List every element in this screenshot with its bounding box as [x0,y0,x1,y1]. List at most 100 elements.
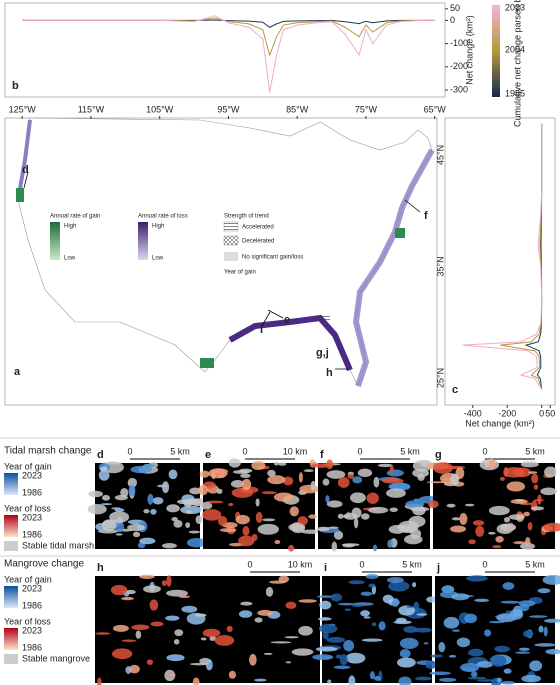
texture [335,654,342,659]
texture [488,505,510,516]
texture [322,656,332,659]
texture [97,677,102,685]
texture [129,664,140,674]
atlantic-loss [352,148,435,387]
texture [219,528,237,533]
texture [492,545,502,549]
texture [428,500,439,509]
texture [459,512,468,525]
texture [255,511,263,523]
texture [386,488,406,498]
texture [387,539,393,548]
texture [300,529,322,534]
texture [189,662,208,666]
legend-text: Year of gain [4,574,52,584]
texture [232,470,250,474]
texture [343,512,358,520]
texture [438,642,446,653]
texture [164,669,176,682]
texture [415,676,432,681]
scale-label: 5 km [402,559,422,569]
texture [114,521,125,533]
texture [439,677,457,682]
trend-patch [318,314,330,322]
texture [273,492,294,502]
texture [466,575,488,582]
texture [242,526,250,536]
scale-label: 5 km [525,446,545,456]
panel-label: b [12,80,19,92]
texture [363,616,371,619]
texture [378,621,386,631]
texture [505,610,511,614]
callout: f [424,210,428,222]
texture [150,508,157,515]
texture [391,597,400,607]
texture [474,598,490,602]
callout-arrow [23,171,421,370]
texture [299,484,320,494]
texture [127,524,146,532]
texture [426,596,438,603]
texture [423,642,429,645]
texture [182,498,202,505]
x-tick-label: -400 [464,408,482,418]
texture [308,514,317,519]
texture [235,514,250,525]
texture [316,526,330,532]
texture [368,506,389,514]
callout: e [284,314,290,326]
texture [132,531,141,538]
texture [180,505,202,515]
lon-label: 105°W [146,104,174,114]
texture [470,671,478,678]
texture [318,623,338,634]
texture [298,625,313,636]
panel-label: d [97,449,104,461]
texture [368,583,376,588]
legend-text: 2023 [22,583,42,593]
texture [111,648,133,660]
legend-text: Decelerated [242,239,274,245]
texture [540,487,558,496]
texture [337,513,344,519]
texture [521,674,542,683]
legend-text: 2023 [22,625,42,635]
decel-swatch [223,235,239,246]
loss-ramp [4,628,18,650]
texture [465,503,475,507]
lat-label: 25°N [435,368,445,388]
texture [121,639,137,642]
texture [186,510,192,514]
texture [386,577,404,583]
legend-text: Accelerated [242,225,274,231]
texture [450,525,467,533]
panel-c-frame [444,117,556,406]
scale-label: 5 km [170,446,190,456]
texture [330,593,343,602]
callout: i [260,324,263,336]
texture [228,458,241,468]
texture [88,490,104,498]
texture [515,651,531,654]
texture [403,626,418,633]
texture [412,468,429,478]
texture [396,657,416,668]
texture [533,484,539,490]
texture [254,678,267,682]
colorbar [492,5,500,97]
texture [495,536,504,543]
texture [475,525,485,537]
texture [143,509,150,514]
texture [506,481,526,492]
accel-swatch [223,221,239,232]
texture [291,648,314,656]
scale-label: 0 [357,446,362,456]
texture [298,472,303,483]
texture [112,624,129,632]
texture [226,625,233,633]
texture [288,523,305,532]
texture [425,660,437,669]
texture [127,477,138,488]
gain-ramp [50,222,60,260]
